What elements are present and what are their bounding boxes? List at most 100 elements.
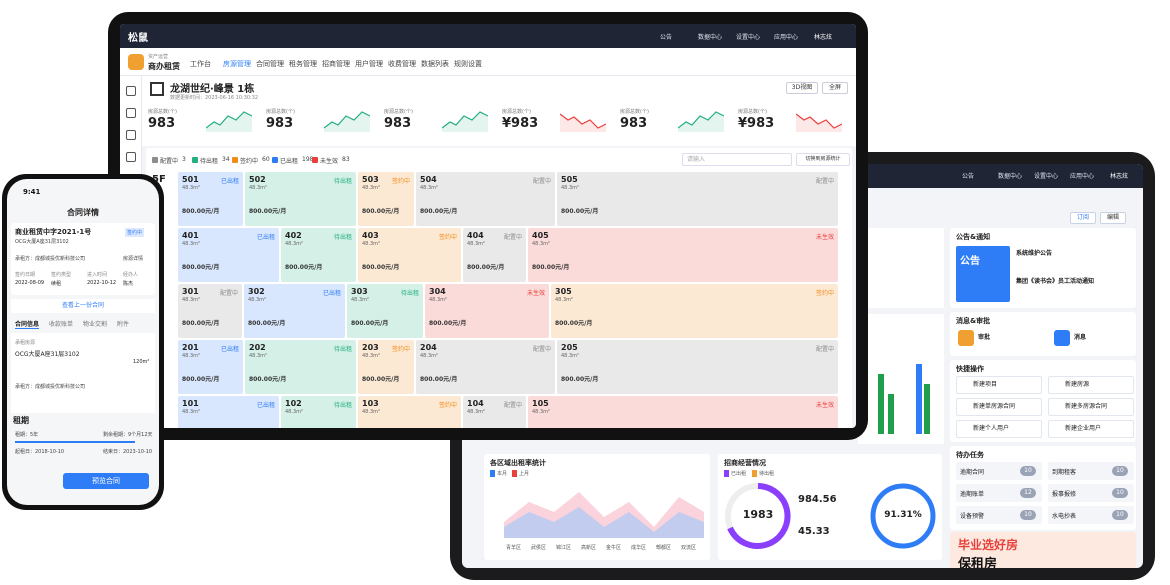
room-no: 401 [182,231,199,240]
room-status: 配置中 [815,346,834,353]
room[interactable]: 503 48.3m² 签约中 800.00元/月 [358,172,414,226]
room[interactable]: 404 48.3m² 配置中 800.00元/月 [463,228,526,282]
quick-button[interactable]: 新建多房源合同 [1048,398,1134,416]
tab[interactable]: 物业交割 [83,321,108,328]
link[interactable]: 查看上一份合同 [11,299,155,313]
menu-item[interactable]: 用户管理 [355,60,383,68]
room[interactable]: 504 48.3m² 配置中 800.00元/月 [416,172,555,226]
shape [727,483,791,549]
room[interactable]: 502 48.3m² 待出租 800.00元/月 [245,172,356,226]
room[interactable]: 203 48.3m² 签约中 800.00元/月 [358,340,414,394]
room-area: 48.3m² [248,297,267,303]
graphic [324,111,370,132]
button[interactable]: 编辑 [1100,212,1126,224]
room[interactable]: 204 48.3m² 配置中 800.00元/月 [416,340,555,394]
room-area: 48.3m² [182,297,201,303]
room-no: 102 [285,399,302,408]
quick-button[interactable]: 新建企业用户 [1048,420,1134,438]
room-status: 已出租 [322,290,341,297]
shape [324,112,370,132]
room[interactable]: 304 48.3m² 未生效 800.00元/月 [425,284,549,338]
banner: 毕业选好房 保租房 [950,532,1136,568]
nav-link[interactable]: 设置中心 [736,34,761,41]
search[interactable]: 请输入 [682,153,792,166]
quick-button[interactable]: 新建房源 [1048,376,1134,394]
shape [888,394,894,434]
room[interactable]: 303 48.3m² 待出租 800.00元/月 [347,284,423,338]
tab[interactable]: 附件 [117,321,130,328]
card-title: 公告&通知 [956,233,991,241]
menu-item[interactable]: 工作台 [190,60,211,68]
room[interactable]: 505 48.3m² 配置中 800.00元/月 [557,172,838,226]
stat-label: 房源总数(个) [148,109,177,115]
room[interactable]: 301 48.3m² 配置中 800.00元/月 [178,284,242,338]
room-status: 签约中 [438,234,457,241]
msg[interactable]: 审批 [978,334,991,341]
graphic [504,492,704,538]
tab[interactable]: 收款账单 [49,321,74,328]
button[interactable]: 全屏 [822,82,848,94]
room[interactable]: 205 48.3m² 配置中 800.00元/月 [557,340,838,394]
nav-link: 数据中心 [998,173,1023,180]
switch-button[interactable]: 切换到房源统计 [796,153,850,166]
todo[interactable]: 设备预警 10 [956,506,1042,524]
quick-button[interactable]: 新建个人用户 [956,420,1042,438]
room-no: 101 [182,399,199,408]
stat-value: ¥983 [502,116,539,131]
todo[interactable]: 逾期账单 12 [956,484,1042,502]
side-icon[interactable] [126,152,136,162]
room-area: 48.3m² [467,409,486,415]
room[interactable]: 401 48.3m² 已出租 800.00元/月 [178,228,279,282]
button[interactable]: 3D视图 [786,82,818,94]
room[interactable]: 302 48.3m² 已出租 800.00元/月 [244,284,345,338]
menu-item[interactable]: 合同管理 [256,60,284,68]
menu-item[interactable]: 房源管理 [223,60,251,68]
nav-link[interactable]: 公告 [660,34,673,41]
room[interactable]: 202 48.3m² 待出租 800.00元/月 [245,340,356,394]
side-icon[interactable] [126,108,136,118]
room[interactable]: 403 48.3m² 签约中 800.00元/月 [358,228,461,282]
nav-link[interactable]: 应用中心 [774,34,799,41]
room-price: 800.00元/月 [182,208,220,215]
side-icon[interactable] [126,86,136,96]
button[interactable]: 订阅 [1070,212,1096,224]
todo[interactable]: 逾期合同 10 [956,462,1042,480]
todo[interactable]: 报事报修 10 [1048,484,1134,502]
legend-name: 待出租 [200,158,219,165]
card-title: 消息&审批 [956,317,991,325]
x-label: 青羊区 [506,545,522,551]
room[interactable]: 501 48.3m² 已出租 800.00元/月 [178,172,243,226]
total: 1983 [742,508,774,521]
room-no: 402 [285,231,302,240]
tab[interactable]: 合同信息 [15,321,40,329]
room[interactable]: 402 48.3m² 待出租 800.00元/月 [281,228,356,282]
nav-link[interactable]: 数据中心 [698,34,723,41]
menu-item[interactable]: 收费管理 [388,60,416,68]
room[interactable]: 305 48.3m² 签约中 800.00元/月 [551,284,838,338]
menu-item[interactable]: 数据列表 [421,60,449,68]
detail[interactable]: 房源详情 [123,256,144,262]
quick-button[interactable]: 新建项目 [956,376,1042,394]
notice[interactable]: 系统维护公告 [1016,250,1053,257]
menu-item[interactable]: 招商管理 [322,60,350,68]
side-icon[interactable] [126,130,136,140]
graphic [206,111,252,132]
notice[interactable]: 集团《读书会》员工活动通知 [1016,278,1095,285]
menu-item[interactable]: 规则设置 [454,60,482,68]
room[interactable]: 405 48.3m² 未生效 800.00元/月 [528,228,838,282]
button[interactable]: 预览合同 [63,473,149,489]
todo[interactable]: 水电抄表 10 [1048,506,1134,524]
room-area: 48.3m² [182,409,201,415]
room-no: 202 [249,343,266,352]
room[interactable]: 201 48.3m² 已出租 800.00元/月 [178,340,243,394]
msg[interactable]: 消息 [1074,334,1087,341]
todo[interactable]: 到期租客 10 [1048,462,1134,480]
menu-item[interactable]: 租务管理 [289,60,317,68]
quick-button[interactable]: 新建单房源合同 [956,398,1042,416]
room-price: 800.00元/月 [561,376,599,383]
